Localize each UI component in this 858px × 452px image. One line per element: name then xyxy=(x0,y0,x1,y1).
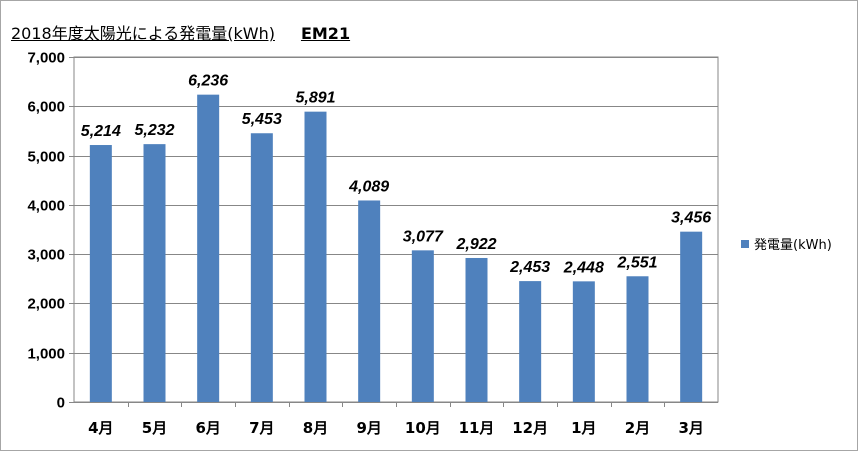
data-label: 2,551 xyxy=(616,254,657,271)
x-tick-label: 4月 xyxy=(88,419,113,437)
y-tick-label: 7,000 xyxy=(27,50,65,67)
data-label: 5,214 xyxy=(81,123,121,140)
bar xyxy=(626,276,649,402)
data-label: 2,453 xyxy=(509,259,550,276)
legend-label: 発電量(kWh) xyxy=(754,238,832,253)
x-tick-label: 7月 xyxy=(249,419,274,437)
chart-title-text: 2018年度太陽光による発電量(kWh) xyxy=(11,24,275,43)
bar xyxy=(250,133,273,402)
x-tick-label: 12月 xyxy=(512,419,548,437)
bar xyxy=(89,145,112,402)
data-label: 5,232 xyxy=(134,122,174,139)
x-tick-label: 10月 xyxy=(405,419,441,437)
data-label: 4,089 xyxy=(348,178,389,195)
y-tick-label: 5,000 xyxy=(27,149,65,166)
data-label: 5,891 xyxy=(295,90,335,107)
x-tick-label: 1月 xyxy=(571,419,596,437)
y-tick-label: 3,000 xyxy=(27,247,65,264)
data-label: 3,456 xyxy=(671,210,711,227)
y-tick-label: 2,000 xyxy=(27,296,65,313)
bar xyxy=(572,281,595,402)
y-tick-label: 0 xyxy=(57,395,65,412)
x-tick-label: 8月 xyxy=(303,419,328,437)
chart-title-suffix: EM21 xyxy=(300,24,351,43)
x-tick-label: 2月 xyxy=(625,419,650,437)
x-tick-label: 9月 xyxy=(356,419,381,437)
bar xyxy=(465,257,488,402)
legend: 発電量(kWh) xyxy=(741,234,832,253)
bar xyxy=(304,111,327,402)
bar xyxy=(680,231,703,402)
x-tick-label: 11月 xyxy=(459,419,495,437)
bar xyxy=(358,200,381,402)
x-tick-label: 3月 xyxy=(678,419,703,437)
data-label: 2,922 xyxy=(455,236,496,253)
bar xyxy=(143,144,166,402)
x-tick-label: 6月 xyxy=(195,419,220,437)
data-label: 5,453 xyxy=(242,111,282,128)
y-tick-label: 6,000 xyxy=(27,99,65,116)
data-label: 2,448 xyxy=(563,259,604,276)
data-label: 3,077 xyxy=(403,228,444,245)
y-tick-label: 4,000 xyxy=(27,198,65,215)
bar xyxy=(197,94,220,402)
chart-title: 2018年度太陽光による発電量(kWh) EM21 xyxy=(11,20,350,44)
bar xyxy=(519,281,542,402)
x-tick-label: 5月 xyxy=(142,419,167,437)
plot-border xyxy=(73,56,719,403)
legend-swatch xyxy=(741,239,749,248)
data-label: 6,236 xyxy=(188,73,228,90)
bar xyxy=(411,250,434,402)
y-tick-label: 1,000 xyxy=(27,346,65,363)
